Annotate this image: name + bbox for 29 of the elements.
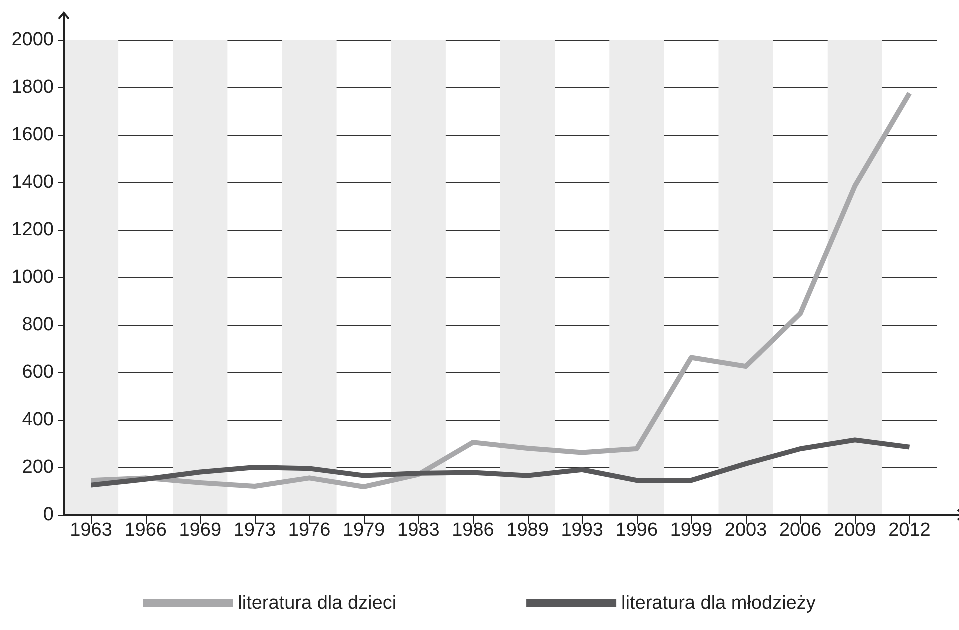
x-tick-label: 2012 [888,520,931,541]
x-tick-label: 1976 [288,520,331,541]
y-tick-label: 600 [22,362,54,383]
x-tick-label: 2003 [724,520,768,541]
y-tick-label: 1200 [12,220,54,240]
y-tick-label: 200 [22,457,54,478]
x-tick-label: 1989 [506,520,549,541]
x-tick-label: 1966 [124,520,167,541]
x-tick-label: 1986 [452,520,494,541]
x-tick-label: 2009 [834,520,876,541]
y-tick-label: 400 [22,410,54,430]
y-tick-label: 1400 [12,172,54,193]
x-tick-label: 1979 [342,520,386,541]
y-tick-label: 1800 [12,77,54,98]
x-tick-label: 2006 [779,520,822,541]
y-tick-label: 800 [22,314,54,336]
x-tick-label: 1983 [398,520,440,541]
y-tick-label: 1600 [12,124,54,146]
x-tick-label: 1963 [70,520,112,541]
y-tick-label: 1000 [12,267,54,288]
x-tick-label: 1993 [561,520,604,541]
y-tick-label: 0 [43,504,54,526]
legend-label: literatura dla młodzieży [622,593,816,614]
y-tick-label: 2000 [12,30,54,50]
x-tick-label: 1973 [234,520,276,541]
x-tick-label: 1996 [616,520,658,541]
legend-label: literatura dla dzieci [238,593,397,614]
x-tick-label: 1999 [670,520,713,541]
x-tick-label: 1969 [179,520,222,541]
